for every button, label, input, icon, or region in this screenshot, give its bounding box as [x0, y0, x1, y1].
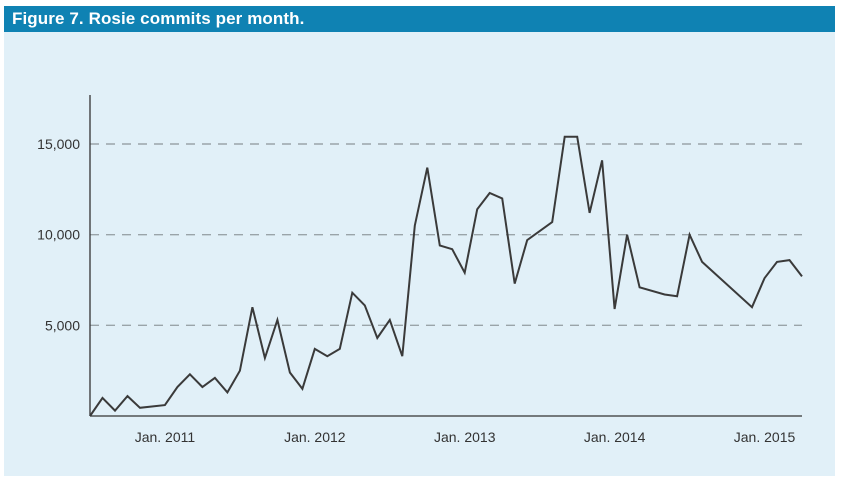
x-tick-label: Jan. 2011 — [135, 429, 196, 445]
commits-line — [89, 135, 803, 417]
y-tick-label: 5,000 — [45, 317, 80, 333]
x-tick-label: Jan. 2012 — [284, 429, 346, 445]
figure-panel: Figure 7. Rosie commits per month. — [4, 6, 835, 476]
y-tick-label: 15,000 — [37, 136, 80, 152]
x-tick-label: Jan. 2013 — [434, 429, 496, 445]
figure-title: Figure 7. Rosie commits per month. — [12, 9, 305, 28]
x-tick-label: Jan. 2014 — [584, 429, 646, 445]
y-tick-label: 10,000 — [37, 227, 80, 243]
figure-header: Figure 7. Rosie commits per month. — [4, 6, 835, 32]
x-tick-label: Jan. 2015 — [734, 429, 796, 445]
